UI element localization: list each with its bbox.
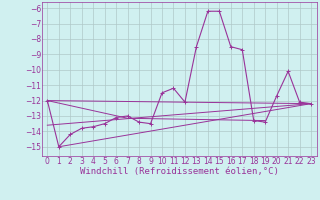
X-axis label: Windchill (Refroidissement éolien,°C): Windchill (Refroidissement éolien,°C)	[80, 167, 279, 176]
